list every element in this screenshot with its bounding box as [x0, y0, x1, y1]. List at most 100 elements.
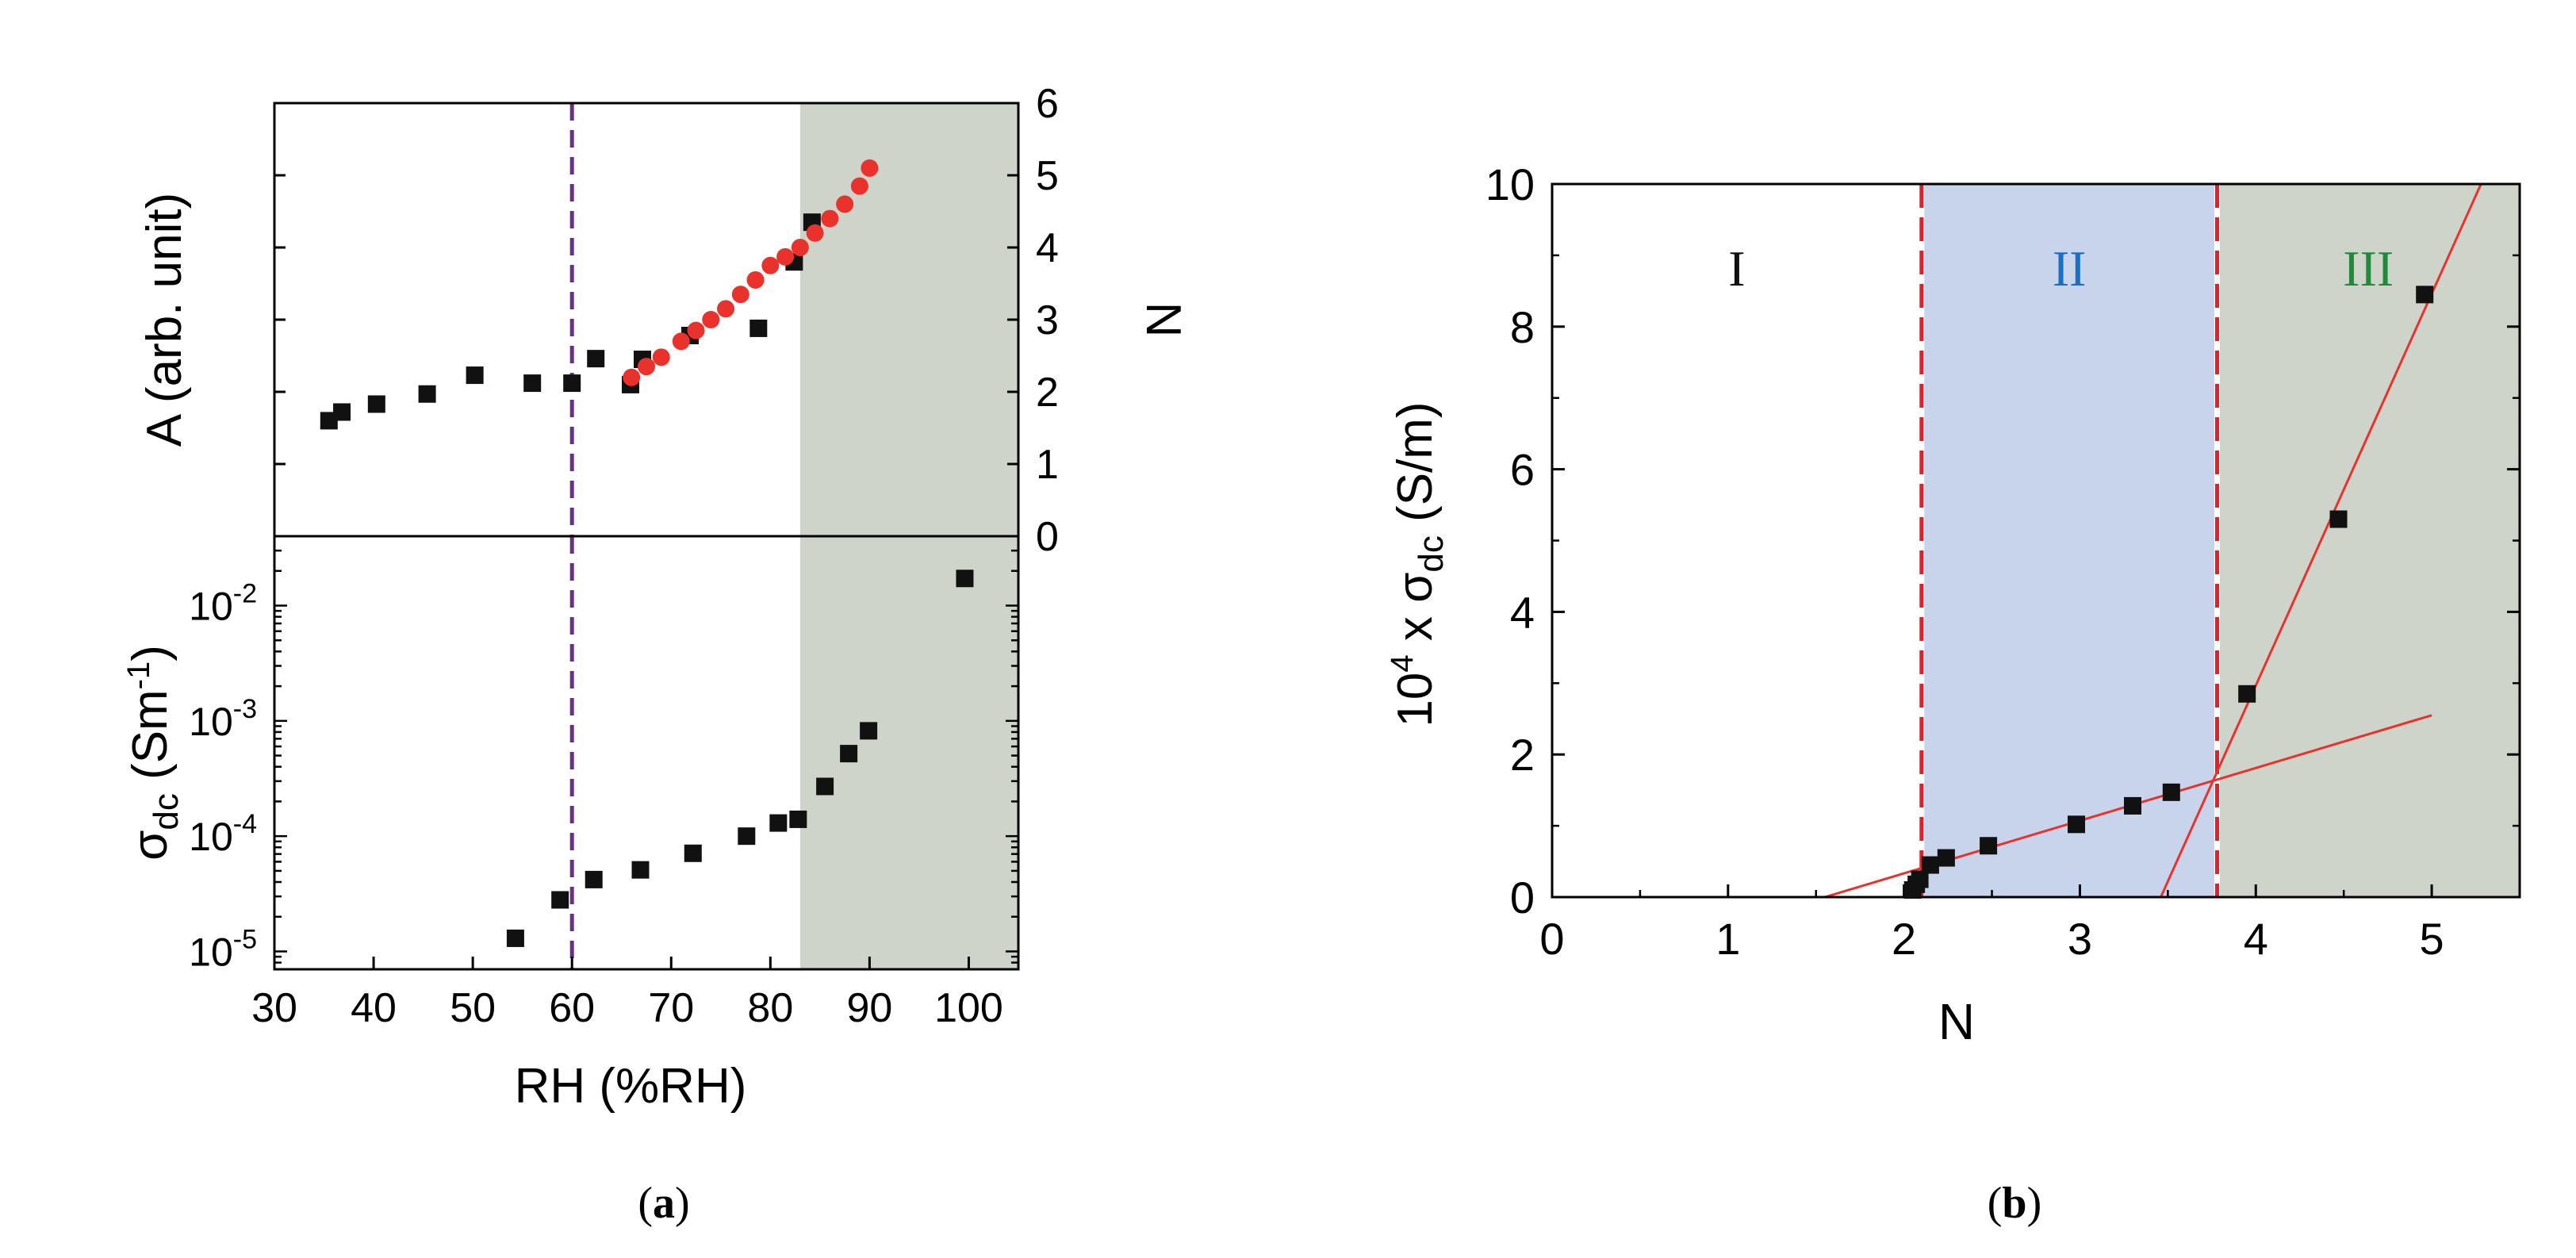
y-tick-label: 4	[1510, 587, 1535, 637]
data-point-square	[769, 814, 788, 832]
data-point-circle	[746, 270, 765, 289]
ylabel-subscript: dc	[1412, 535, 1451, 572]
data-point-circle	[821, 209, 839, 228]
ylabel-main: σ	[123, 830, 178, 861]
data-point-square	[585, 870, 603, 888]
data-point-square	[956, 570, 974, 588]
panel-a-top-plot: 0 1 2 3 4 5 6 A (arb. unit) N	[137, 81, 1190, 560]
tick-mantissa: 10	[189, 930, 233, 974]
data-point-square	[2124, 796, 2141, 815]
data-point-circle	[623, 368, 641, 386]
high-humidity-shaded-region	[799, 536, 1018, 969]
region-label: I	[1728, 240, 1745, 297]
right-tick-label: 5	[1036, 153, 1059, 199]
region-labels: I II III	[1728, 240, 2394, 297]
panel-label-a: (a)	[638, 1179, 689, 1228]
log-axis-tick-labels: 10-510-410-310-2	[189, 578, 257, 974]
x-tick-label: 30	[251, 985, 297, 1031]
data-point-square	[840, 745, 858, 763]
ylabel-close: )	[123, 645, 178, 662]
data-point-square	[816, 777, 834, 796]
panel-label-close: )	[2027, 1179, 2042, 1228]
y-axis-label-left: A (arb. unit)	[137, 193, 192, 447]
data-point-square	[2162, 783, 2180, 801]
right-axis-ticks	[1007, 174, 1018, 466]
left-axis-ticks	[274, 174, 286, 466]
ylabel-superscript: -1	[121, 662, 156, 690]
data-point-circle	[687, 321, 705, 339]
right-tick-label: 3	[1036, 297, 1059, 343]
panel-label-close: )	[675, 1179, 690, 1228]
high-humidity-shaded-region	[799, 103, 1018, 536]
x-tick-label: 90	[846, 985, 892, 1031]
data-point-circle	[806, 224, 824, 242]
y-tick-label: 10	[1485, 159, 1535, 209]
log-tick-label: 10-2	[189, 578, 257, 628]
data-point-square	[749, 319, 768, 337]
data-point-square	[2329, 510, 2348, 528]
ylabel-superscript: 4	[1385, 654, 1420, 672]
panel-a-bottom-plot: 10-510-410-310-2 30 40 50 60 70 80 90 100 σdc (…	[121, 535, 1020, 1114]
ylabel-mid: x σ	[1388, 573, 1443, 655]
y-tick-label: 8	[1510, 302, 1535, 352]
data-point-square	[506, 929, 524, 947]
right-tick-label: 6	[1036, 81, 1059, 127]
data-point-circle	[672, 332, 690, 351]
x-tick-label: 40	[351, 985, 397, 1031]
data-point-circle	[836, 195, 854, 213]
region-shading	[1921, 184, 2520, 897]
data-point-square	[466, 366, 484, 385]
data-point-square	[587, 350, 605, 368]
data-point-circle	[861, 159, 879, 177]
data-point-square	[563, 374, 581, 393]
data-point-square	[333, 403, 351, 421]
x-tick-label: 100	[934, 985, 1003, 1031]
data-point-square	[2068, 815, 2086, 834]
data-point-square	[631, 861, 650, 879]
data-points	[506, 570, 974, 947]
data-points	[320, 159, 879, 430]
data-point-square	[684, 844, 702, 862]
tick-exponent: -2	[233, 578, 257, 608]
data-point-circle	[791, 239, 809, 256]
data-point-square	[367, 395, 385, 413]
x-tick-label: 80	[747, 985, 793, 1031]
right-axis-tick-labels: 0 1 2 3 4 5 6	[1036, 81, 1059, 560]
ylabel-rest: (Sm	[123, 689, 178, 793]
panel-label-b: (b)	[1988, 1179, 2041, 1228]
data-point-square	[738, 827, 756, 846]
x-tick-label: 70	[648, 985, 694, 1031]
data-point-square	[2238, 685, 2256, 703]
panel-label-letter: b	[2002, 1179, 2026, 1228]
tick-mantissa: 10	[189, 700, 233, 744]
x-axis-label: RH (%RH)	[515, 1059, 747, 1114]
ylabel-subscript: dc	[147, 793, 186, 830]
data-point-circle	[702, 311, 720, 328]
panel-label-open: (	[638, 1179, 653, 1228]
right-tick-label: 0	[1036, 514, 1059, 560]
data-point-circle	[761, 256, 780, 274]
x-axis-label: N	[1938, 993, 1975, 1050]
region-shade	[1921, 184, 2218, 897]
region-dashed-lines	[1919, 184, 2220, 897]
tick-exponent: -5	[233, 924, 257, 954]
y-tick-label: 6	[1510, 445, 1535, 495]
data-point-circle	[638, 358, 655, 376]
region-label: III	[2343, 240, 2394, 297]
y-axis-label: 104 x σdc (S/m)	[1385, 401, 1451, 727]
data-point-square	[1921, 856, 1939, 874]
x-axis-ticks	[273, 957, 970, 969]
data-point-square	[418, 385, 436, 403]
data-point-circle	[652, 348, 670, 366]
y-axis-tick-labels: 0 2 4 6 8 10	[1485, 159, 1535, 922]
x-tick-label: 1	[1715, 914, 1740, 964]
data-point-square	[1911, 870, 1929, 888]
x-tick-label: 3	[2068, 914, 2092, 964]
x-tick-label: 0	[1539, 914, 1564, 964]
log-axis-ticks	[274, 535, 1018, 971]
data-point-circle	[717, 300, 735, 318]
log-tick-label: 10-3	[189, 694, 257, 744]
